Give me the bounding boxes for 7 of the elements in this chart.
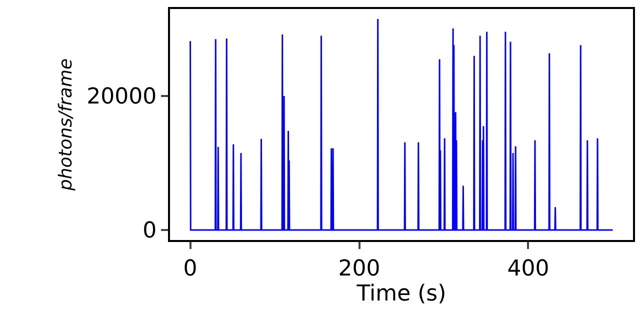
x-tick-label: 0 <box>183 256 198 282</box>
x-tick-label: 200 <box>338 256 380 282</box>
x-tick-label: 400 <box>507 256 550 282</box>
y-tick-label: 20000 <box>86 84 157 110</box>
line-series <box>190 18 614 231</box>
y-axis-title: photons/frame <box>55 58 76 192</box>
x-axis-title: Time (s) <box>356 281 446 306</box>
